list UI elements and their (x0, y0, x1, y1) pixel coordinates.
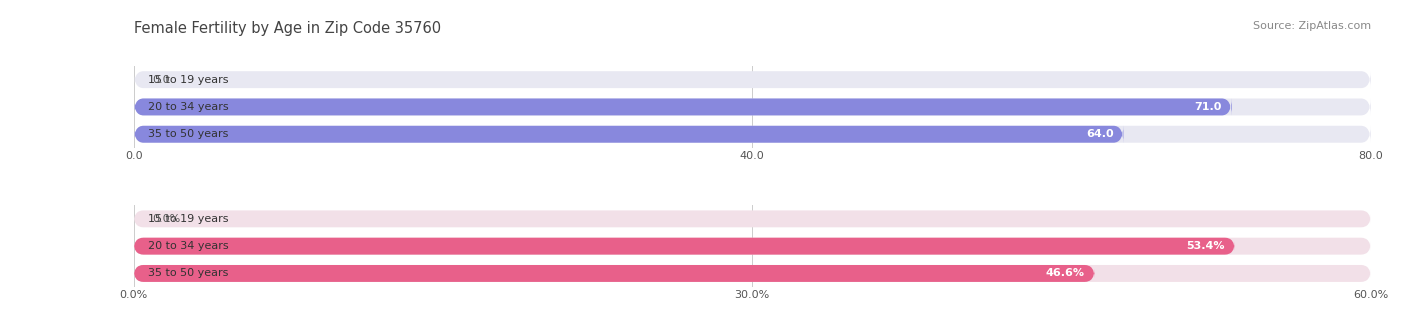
Text: 53.4%: 53.4% (1187, 241, 1225, 251)
Text: 46.6%: 46.6% (1046, 268, 1084, 279)
FancyBboxPatch shape (134, 238, 1371, 255)
FancyBboxPatch shape (134, 125, 1371, 143)
FancyBboxPatch shape (134, 125, 1123, 143)
FancyBboxPatch shape (134, 71, 1371, 89)
FancyBboxPatch shape (134, 238, 1234, 255)
FancyBboxPatch shape (134, 265, 1094, 282)
FancyBboxPatch shape (134, 211, 1371, 227)
Text: 64.0: 64.0 (1085, 129, 1114, 139)
Text: Female Fertility by Age in Zip Code 35760: Female Fertility by Age in Zip Code 3576… (134, 21, 440, 36)
Text: 0.0%: 0.0% (152, 214, 180, 224)
Text: 0.0: 0.0 (152, 75, 170, 85)
FancyBboxPatch shape (134, 98, 1371, 116)
Text: 71.0: 71.0 (1194, 102, 1222, 112)
Text: 15 to 19 years: 15 to 19 years (149, 214, 229, 224)
Text: 20 to 34 years: 20 to 34 years (149, 241, 229, 251)
FancyBboxPatch shape (134, 265, 1371, 282)
FancyBboxPatch shape (134, 98, 1232, 116)
Text: 35 to 50 years: 35 to 50 years (149, 268, 229, 279)
Text: 35 to 50 years: 35 to 50 years (149, 129, 229, 139)
Text: Source: ZipAtlas.com: Source: ZipAtlas.com (1253, 21, 1371, 31)
Text: 15 to 19 years: 15 to 19 years (149, 75, 229, 85)
Text: 20 to 34 years: 20 to 34 years (149, 102, 229, 112)
